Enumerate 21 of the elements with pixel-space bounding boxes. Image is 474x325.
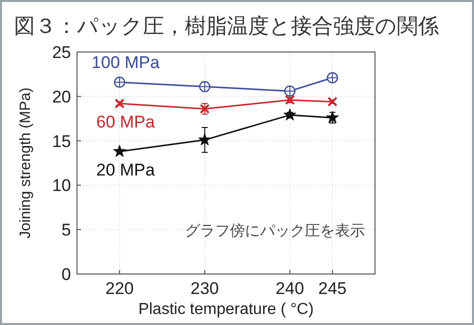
x-tick-label: 245: [318, 279, 347, 298]
y-tick-label: 10: [52, 176, 71, 196]
point: [198, 133, 212, 146]
point: [113, 144, 126, 157]
x-tick-label: 240: [276, 279, 304, 298]
y-axis-title: Joining strength (MPa): [17, 88, 34, 238]
x-tick-label: 220: [105, 279, 134, 298]
point: [326, 110, 339, 124]
series-label: 100 MPa: [92, 53, 160, 72]
y-tick-label: 20: [52, 87, 71, 106]
series-label: 20 MPa: [96, 160, 156, 180]
y-tick-label: 25: [52, 43, 71, 62]
series-label: 60 MPa: [96, 112, 156, 132]
y-tick-label: 15: [52, 132, 71, 151]
x-tick-label: 230: [190, 279, 219, 298]
annotation: グラフ傍にパック圧を表示: [185, 222, 365, 240]
point: [283, 108, 296, 121]
chart-title: 図３：パック圧，樹脂温度と接合強度の関係: [14, 15, 439, 38]
y-tick-label: 5: [62, 220, 71, 240]
x-axis-title: Plastic temperature ( °C): [138, 301, 314, 318]
y-tick-label: 0: [62, 265, 71, 284]
